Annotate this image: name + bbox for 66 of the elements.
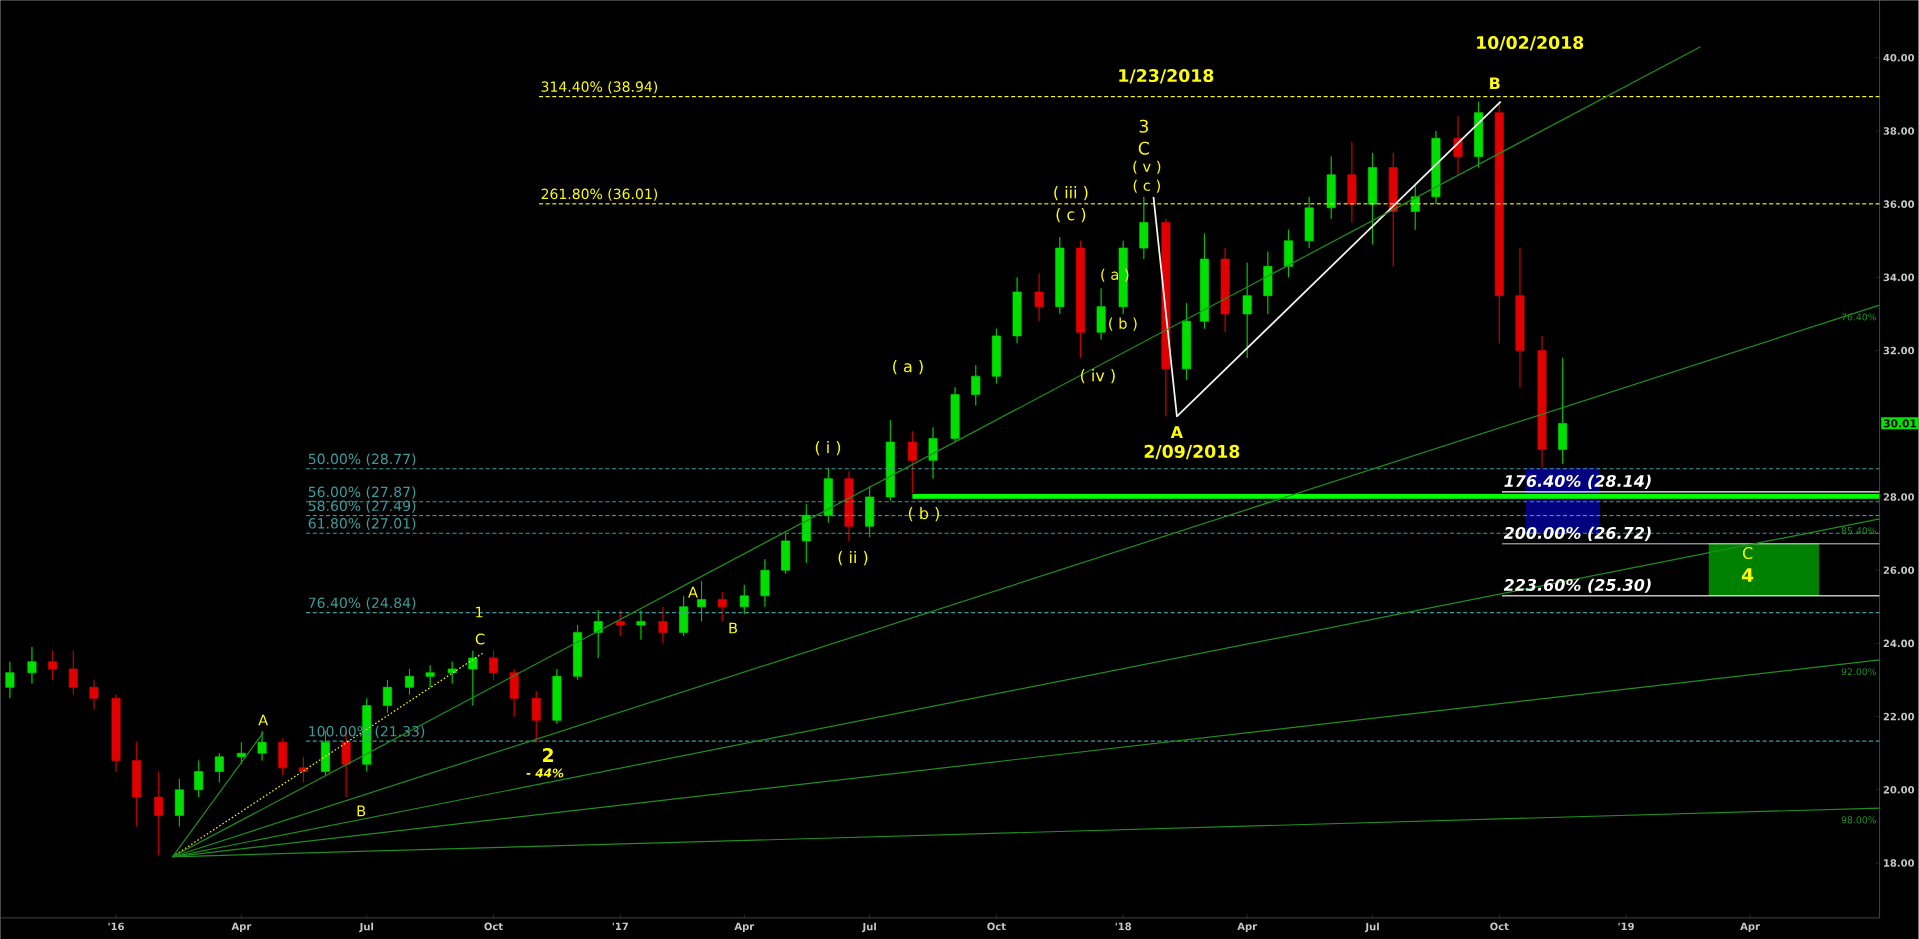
x-tick-label: '16 [108,922,124,931]
series-label: 76.40% [1841,313,1877,321]
annotation: C [1742,547,1753,560]
annotation: 2 [543,748,553,762]
annotation: - 44% [526,768,564,778]
series-label: 76.40% (24.84) [308,597,416,610]
series-label: 176.40% (28.14) [1504,474,1651,489]
x-tick-label: Oct [987,922,1006,931]
annotation: A [1170,426,1183,438]
y-tick-label: 18.00 [1884,859,1915,867]
series-label: 261.80% (36.01) [541,188,658,201]
y-tick-label: 20.00 [1883,786,1915,794]
annotation: C [1138,141,1149,155]
annotation: B [1490,77,1500,90]
annotation: 10/02/2018 [1477,36,1584,51]
y-tick-label: 34.00 [1883,273,1915,282]
x-tick-label: Jul [359,922,374,933]
annotation: 1 [476,606,483,618]
x-tick-label: Apr [1237,922,1258,933]
series-label: 61.80% (27.01) [308,517,416,531]
x-tick-label: Apr [231,922,252,933]
annotation: ( iii ) [1054,186,1088,201]
series-label: 58.60% (27.49) [308,500,416,513]
annotation: B [357,805,366,817]
annotation: ( c ) [1133,179,1160,193]
x-tick-label: Jul [861,922,876,933]
annotation: ( b ) [1109,317,1137,331]
x-tick-label: Oct [484,922,503,931]
y-tick-label: 28.00 [1883,493,1915,501]
annotation: A [688,586,698,598]
annotation: C [475,633,485,645]
series-label: 50.00% (28.77) [308,453,416,466]
x-tick-label: Apr [734,922,755,933]
y-tick-label: 38.00 [1883,127,1915,135]
x-tick-label: Jul [1364,922,1379,933]
annotation: A [258,714,269,726]
series-label: 92.00% [1841,668,1877,676]
annotation: ( a ) [893,360,923,375]
series-label: 56.00% (27.87) [308,486,416,499]
annotation: ( v ) [1133,160,1161,174]
annotation: 4 [1741,568,1754,582]
annotation: ( i ) [815,441,841,456]
annotation: 2/09/2018 [1144,444,1240,460]
annotation: 1/23/2018 [1119,69,1214,84]
series-label: 200.00% (26.72) [1503,526,1651,541]
y-tick-label: 24.00 [1883,639,1915,648]
y-tick-label: 40.00 [1883,53,1915,62]
series-label: 98.00% [1841,816,1877,824]
y-tick-label: 36.00 [1883,200,1915,208]
x-tick-label: '17 [612,922,628,930]
annotation: ( ii ) [838,550,868,566]
x-tick-label: '18 [1115,922,1132,931]
annotation: 3 [1139,119,1148,133]
series-label: 314.40% (38.94) [541,81,658,94]
annotation: ( iv ) [1080,369,1115,384]
x-tick-label: Oct [1490,922,1509,931]
y-tick-label: 22.00 [1883,712,1915,721]
series-label: 85.40% [1841,527,1877,535]
annotation: ( a ) [1101,268,1129,282]
y-tick-label: 32.00 [1883,346,1915,355]
x-tick-label: '19 [1618,922,1634,931]
text: 30.01 [1883,419,1917,428]
annotation: B [729,622,737,634]
y-tick-label: 26.00 [1883,566,1915,575]
annotation: ( c ) [1056,208,1086,223]
x-tick-label: Apr [1740,922,1760,933]
